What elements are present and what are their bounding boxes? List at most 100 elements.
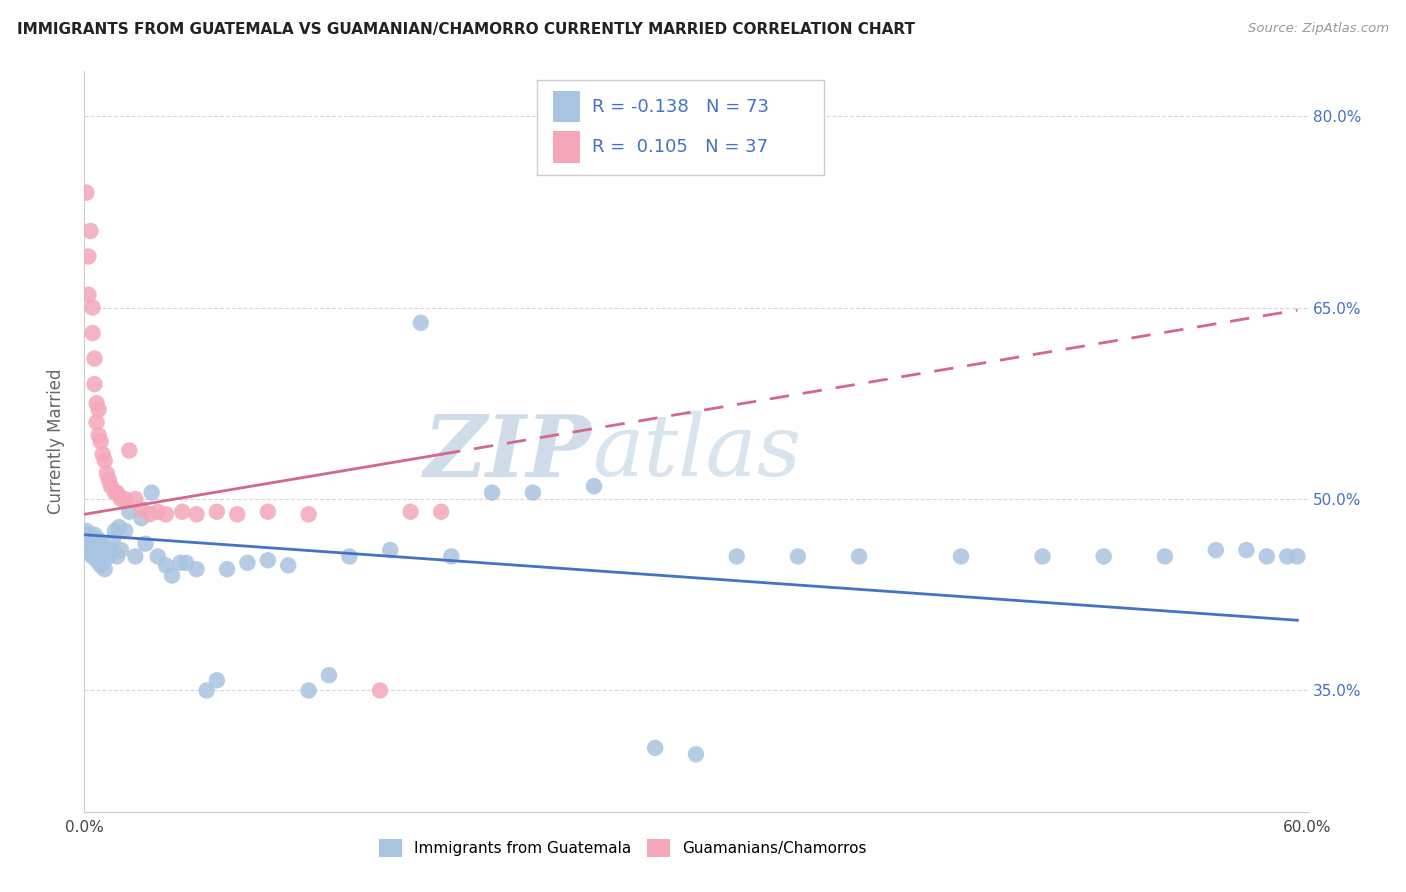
Point xyxy=(90,545,112,560)
Point xyxy=(93,562,115,576)
Point xyxy=(86,396,108,410)
Point xyxy=(82,530,104,544)
Point xyxy=(1154,549,1177,564)
Point xyxy=(172,505,194,519)
Point xyxy=(236,556,259,570)
Point xyxy=(108,520,131,534)
Point xyxy=(79,530,101,544)
Point xyxy=(644,740,666,755)
Point xyxy=(79,545,101,560)
Point xyxy=(318,668,340,682)
Point xyxy=(105,485,128,500)
Point xyxy=(90,558,112,573)
Point xyxy=(583,479,606,493)
Point xyxy=(90,434,112,449)
Point xyxy=(87,428,110,442)
Point xyxy=(96,467,118,481)
Point xyxy=(146,549,169,564)
Point xyxy=(169,556,191,570)
Text: atlas: atlas xyxy=(592,411,801,494)
FancyBboxPatch shape xyxy=(553,131,579,162)
Point xyxy=(409,316,432,330)
Point xyxy=(75,186,97,200)
Point xyxy=(114,491,136,506)
Point xyxy=(110,543,132,558)
Point xyxy=(481,485,503,500)
Point xyxy=(1205,543,1227,558)
Point xyxy=(685,747,707,762)
Point xyxy=(77,543,100,558)
Y-axis label: Currently Married: Currently Married xyxy=(46,368,65,515)
Point xyxy=(82,541,104,555)
Point xyxy=(100,543,122,558)
Point xyxy=(522,485,544,500)
Point xyxy=(97,473,120,487)
Point xyxy=(91,447,114,461)
Point xyxy=(1256,549,1278,564)
Point xyxy=(82,326,104,340)
Point xyxy=(195,683,218,698)
FancyBboxPatch shape xyxy=(537,80,824,175)
Point xyxy=(82,549,104,564)
Point xyxy=(430,505,453,519)
Point xyxy=(950,549,973,564)
Point xyxy=(1286,549,1309,564)
Text: R =  0.105   N = 37: R = 0.105 N = 37 xyxy=(592,138,768,156)
Point xyxy=(77,287,100,301)
Point xyxy=(205,673,228,688)
Point xyxy=(380,543,402,558)
Point xyxy=(100,479,122,493)
Point xyxy=(93,549,115,564)
Point xyxy=(217,562,239,576)
Point xyxy=(83,538,105,552)
Point xyxy=(83,351,105,366)
Point xyxy=(440,549,463,564)
Text: R = -0.138   N = 73: R = -0.138 N = 73 xyxy=(592,98,769,116)
Point xyxy=(87,549,110,564)
Point xyxy=(277,558,299,573)
Point xyxy=(104,485,127,500)
Text: ZIP: ZIP xyxy=(425,411,592,494)
Point xyxy=(114,524,136,538)
Point xyxy=(96,543,118,558)
Point xyxy=(131,502,153,516)
Point xyxy=(77,250,100,264)
Point xyxy=(257,553,280,567)
Point xyxy=(1277,549,1299,564)
Point xyxy=(110,491,132,506)
Text: IMMIGRANTS FROM GUATEMALA VS GUAMANIAN/CHAMORRO CURRENTLY MARRIED CORRELATION CH: IMMIGRANTS FROM GUATEMALA VS GUAMANIAN/C… xyxy=(17,22,915,37)
Point xyxy=(87,402,110,417)
Point xyxy=(155,558,177,573)
Point xyxy=(83,527,105,541)
Point xyxy=(91,556,114,570)
Point xyxy=(118,443,141,458)
Point xyxy=(725,549,748,564)
Point xyxy=(787,549,810,564)
Point xyxy=(135,536,157,550)
Point xyxy=(205,505,228,519)
Point xyxy=(848,549,870,564)
Point xyxy=(77,533,100,547)
Point xyxy=(86,543,108,558)
Point xyxy=(93,453,115,467)
Point xyxy=(86,416,108,430)
Point xyxy=(77,527,100,541)
Point xyxy=(91,541,114,555)
Point xyxy=(155,508,177,522)
Point xyxy=(104,524,127,538)
Point xyxy=(79,224,101,238)
Point xyxy=(101,533,124,547)
Point xyxy=(83,545,105,560)
Point xyxy=(79,536,101,550)
Point xyxy=(82,301,104,315)
Point xyxy=(138,508,160,522)
Point xyxy=(146,505,169,519)
Point xyxy=(186,562,208,576)
Point xyxy=(226,508,249,522)
Point xyxy=(399,505,422,519)
Point xyxy=(105,549,128,564)
Point xyxy=(339,549,361,564)
Point xyxy=(124,549,146,564)
Point xyxy=(75,530,97,544)
Point xyxy=(298,508,321,522)
